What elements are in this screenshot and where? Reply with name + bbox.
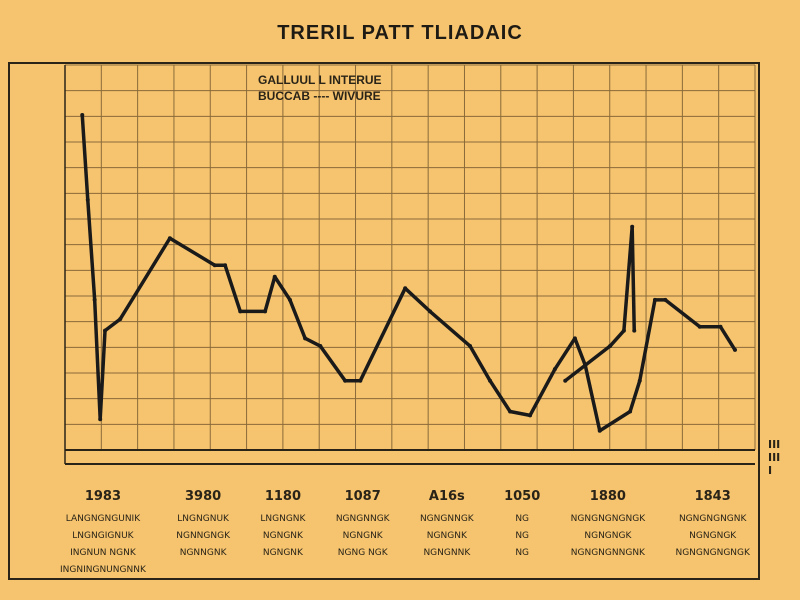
data-point: [428, 309, 433, 314]
table-column: 3980 LNGNGNUK NGNNGNGK NGNNGNK: [176, 488, 230, 579]
data-point: [488, 378, 493, 383]
data-point: [223, 263, 228, 268]
column-header: A16s: [428, 489, 465, 504]
data-point: [85, 197, 90, 202]
table-cell: LNGNGIGNUK: [72, 531, 134, 541]
table-cell: NG: [515, 514, 530, 524]
data-point: [287, 297, 292, 302]
data-point: [652, 297, 657, 302]
table-cell: NGNGNK: [262, 531, 303, 541]
data-point: [468, 344, 473, 349]
table-cell: NGNGNGNNGNK: [570, 548, 645, 558]
data-point: [563, 378, 568, 383]
table-cell: NGNNGNK: [179, 548, 227, 558]
column-header: 3980: [185, 489, 222, 504]
data-point: [637, 378, 642, 383]
subtitle-line: BUCCAB ---- WIVURE: [258, 89, 381, 103]
table-cell: NGNGNNK: [423, 548, 471, 558]
table-cell: NG: [515, 531, 530, 541]
table-column: 1087 NGNGNNGK NGNGNK NGNG NGK: [336, 488, 390, 579]
data-point: [732, 347, 737, 352]
data-table: 1983 LANGNGNGUNIK LNGNGIGNUK INGNUN NGNK ING…: [60, 488, 750, 579]
data-point: [118, 317, 123, 322]
column-header: 1180: [264, 489, 301, 504]
data-point: [303, 336, 308, 341]
data-point: [608, 344, 613, 349]
table-column: 1880 NGNGNGNGNGK NGNGNGK NGNGNGNNGNK: [571, 488, 645, 579]
table-cell: NGNGNGNGNK: [678, 514, 747, 524]
chart-title: TRERIL PATT TLIADAIC: [277, 22, 523, 44]
data-point: [263, 309, 268, 314]
data-point: [167, 236, 172, 241]
table-cell: NGNGNK: [342, 531, 383, 541]
table-cell: LNGNGNK: [260, 514, 306, 524]
side-label: IIIIIII: [768, 438, 781, 477]
table-column: 1180 LNGNGNK NGNGNK NGNGNK: [260, 488, 305, 579]
data-point: [318, 344, 323, 349]
table-column: 1050 NG NG NG: [504, 488, 540, 579]
table-column: 1843 NGNGNGNGNK NGNGNGK NGNGNGNGNGK: [675, 488, 749, 579]
series-line-0: [80, 114, 737, 433]
series-line-1: [564, 224, 636, 383]
data-point: [98, 417, 103, 422]
table-cell: NGNGNNGK: [335, 514, 390, 524]
data-point: [272, 274, 277, 279]
column-header: 1050: [504, 489, 541, 504]
table-cell: NGNGNNGK: [419, 514, 474, 524]
table-cell: NGNGNK: [262, 548, 303, 558]
column-header: 1880: [589, 489, 626, 504]
column-header: 1843: [694, 489, 731, 504]
data-point: [552, 367, 557, 372]
data-point: [697, 324, 702, 329]
column-header: 1087: [344, 489, 381, 504]
data-point: [358, 378, 363, 383]
table-cell: LNGNGNUK: [177, 514, 229, 524]
data-point: [663, 297, 668, 302]
data-point: [508, 409, 513, 414]
table-cell: NGNNGNGK: [176, 531, 230, 541]
data-point: [628, 409, 633, 414]
data-point: [630, 224, 635, 229]
table-cell: NG: [515, 548, 530, 558]
data-point: [572, 336, 577, 341]
data-point: [632, 328, 637, 333]
column-header: 1983: [84, 489, 122, 504]
table-cell: NGNG NGK: [337, 548, 388, 558]
data-point: [238, 309, 243, 314]
data-point: [597, 428, 602, 433]
table-column: A16s NGNGNNGK NGNGNK NGNGNNK: [420, 488, 474, 579]
data-point: [528, 413, 533, 418]
table-cell: NGNGNGK: [584, 531, 632, 541]
data-point: [92, 297, 97, 302]
data-point: [343, 378, 348, 383]
data-point: [212, 263, 217, 268]
data-point: [621, 328, 626, 333]
data-point: [718, 324, 723, 329]
chart-subtitle: GALLUUL L INTERUE BUCCAB ---- WIVURE: [258, 72, 382, 104]
data-point: [403, 286, 408, 291]
subtitle-line: GALLUUL L INTERUE: [258, 73, 382, 87]
table-cell: NGNGNGNGNGK: [570, 514, 646, 524]
table-cell: NGNGNGNGNGK: [675, 548, 750, 558]
table-cell: NGNGNGK: [689, 531, 737, 541]
table-cell: LANGNGNGUNIK: [65, 514, 141, 524]
table-column: 1983 LANGNGNGUNIK LNGNGIGNUK INGNUN NGNK ING…: [60, 488, 146, 579]
data-point: [103, 328, 108, 333]
table-cell: NGNGNK: [426, 531, 467, 541]
table-cell: INGNINGNUNGNNK: [60, 565, 146, 575]
chart-frame: [8, 62, 760, 580]
table-cell: INGNUN NGNK: [70, 548, 136, 558]
data-point: [80, 113, 85, 118]
